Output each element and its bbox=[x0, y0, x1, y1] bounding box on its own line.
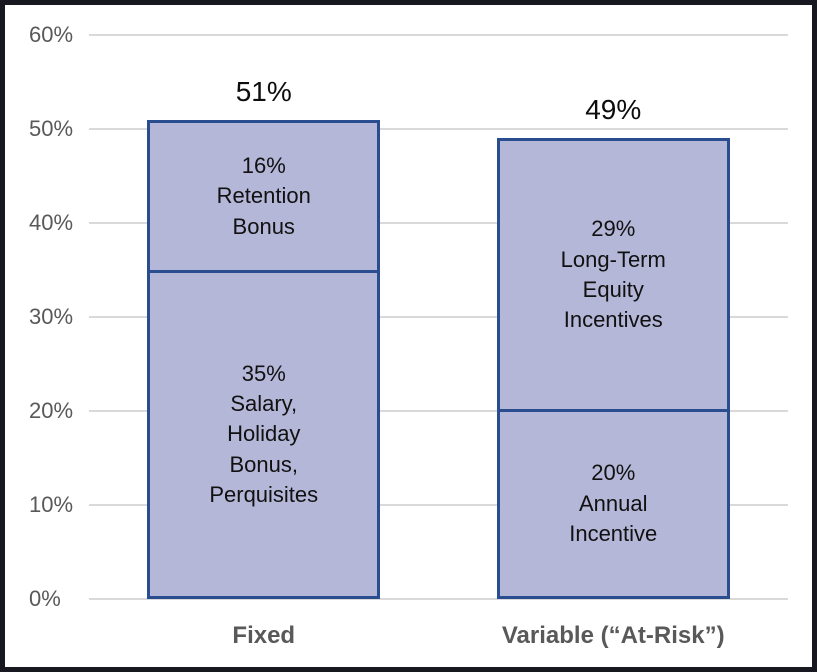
gridline bbox=[89, 316, 788, 318]
x-axis-labels: Fixed Variable (“At-Risk”) bbox=[89, 622, 788, 651]
y-tick-label: 40% bbox=[29, 210, 74, 235]
plot-area: 0% 10% 20% 30% 40% 50% 60% 51% 16% Retention Bon… bbox=[29, 24, 788, 610]
gridline bbox=[89, 410, 788, 412]
y-tick-label: 60% bbox=[29, 22, 74, 47]
y-tick-label: 30% bbox=[29, 304, 74, 329]
stacked-bar: 16% Retention Bonus 35% Salary, Holiday B… bbox=[147, 119, 381, 599]
y-tick-label: 20% bbox=[29, 398, 74, 423]
gridline bbox=[89, 128, 788, 130]
bars-row: 51% 16% Retention Bonus 35% Salary, Holida… bbox=[89, 35, 788, 599]
bar-total-label: 51% bbox=[235, 75, 292, 107]
y-tick-label: 10% bbox=[29, 492, 74, 517]
y-tick-label: 50% bbox=[29, 116, 74, 141]
bar-segment: 35% Salary, Holiday Bonus, Perquisites bbox=[150, 270, 378, 596]
bar-slot-variable: 49% 29% Long-Term Equity Incentives 20% An… bbox=[439, 35, 789, 599]
gridline bbox=[89, 34, 788, 36]
category-label: Variable (“At-Risk”) bbox=[501, 622, 725, 650]
bar-slot-fixed: 51% 16% Retention Bonus 35% Salary, Holida… bbox=[89, 35, 439, 599]
gridline bbox=[89, 598, 788, 600]
gridline bbox=[89, 504, 788, 506]
category-label: Fixed bbox=[232, 622, 296, 650]
stacked-bar: 29% Long-Term Equity Incentives 20% Annua… bbox=[496, 138, 730, 599]
bar-segment: 16% Retention Bonus bbox=[216, 152, 311, 239]
y-tick-label: 0% bbox=[29, 586, 61, 611]
bar-total-label: 49% bbox=[585, 94, 642, 126]
gridline bbox=[89, 222, 788, 224]
bar-segment: 29% Long-Term Equity Incentives bbox=[560, 216, 666, 333]
bar-segment: 20% Annual Incentive bbox=[499, 408, 727, 596]
